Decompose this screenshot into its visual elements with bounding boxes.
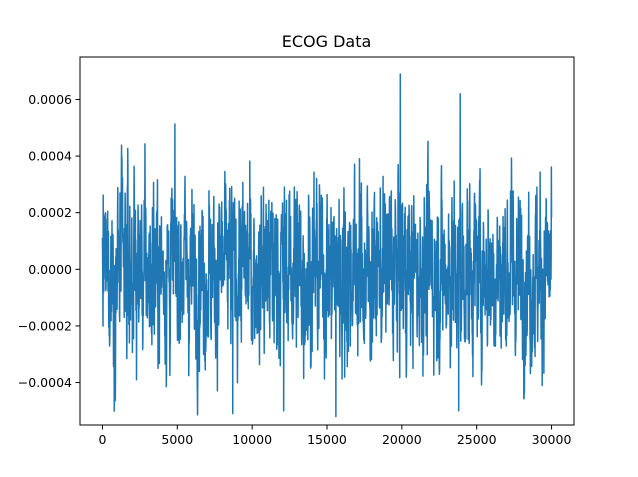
x-tick-label: 5000 [161, 432, 193, 447]
plot-area [101, 73, 553, 418]
x-tick-label: 15000 [307, 432, 347, 447]
y-tick-label: 0.0000 [28, 262, 72, 277]
x-tick-label: 20000 [382, 432, 422, 447]
x-tick-label: 30000 [532, 432, 572, 447]
x-tick-label: 10000 [232, 432, 272, 447]
y-tick-label: 0.0002 [28, 205, 72, 220]
y-tick-label: −0.0004 [18, 375, 72, 390]
x-tick-label: 25000 [457, 432, 497, 447]
chart-title: ECOG Data [282, 32, 372, 51]
data-line-0 [101, 73, 553, 418]
axes: 0 5000 10000 15000 20000 25000 30000 −0.0004 −0.… [18, 56, 575, 447]
x-tick-label: 0 [98, 432, 106, 447]
y-tick-label: 0.0004 [28, 149, 72, 164]
y-tick-label: −0.0002 [18, 318, 72, 333]
y-tick-label: 0.0006 [28, 92, 72, 107]
